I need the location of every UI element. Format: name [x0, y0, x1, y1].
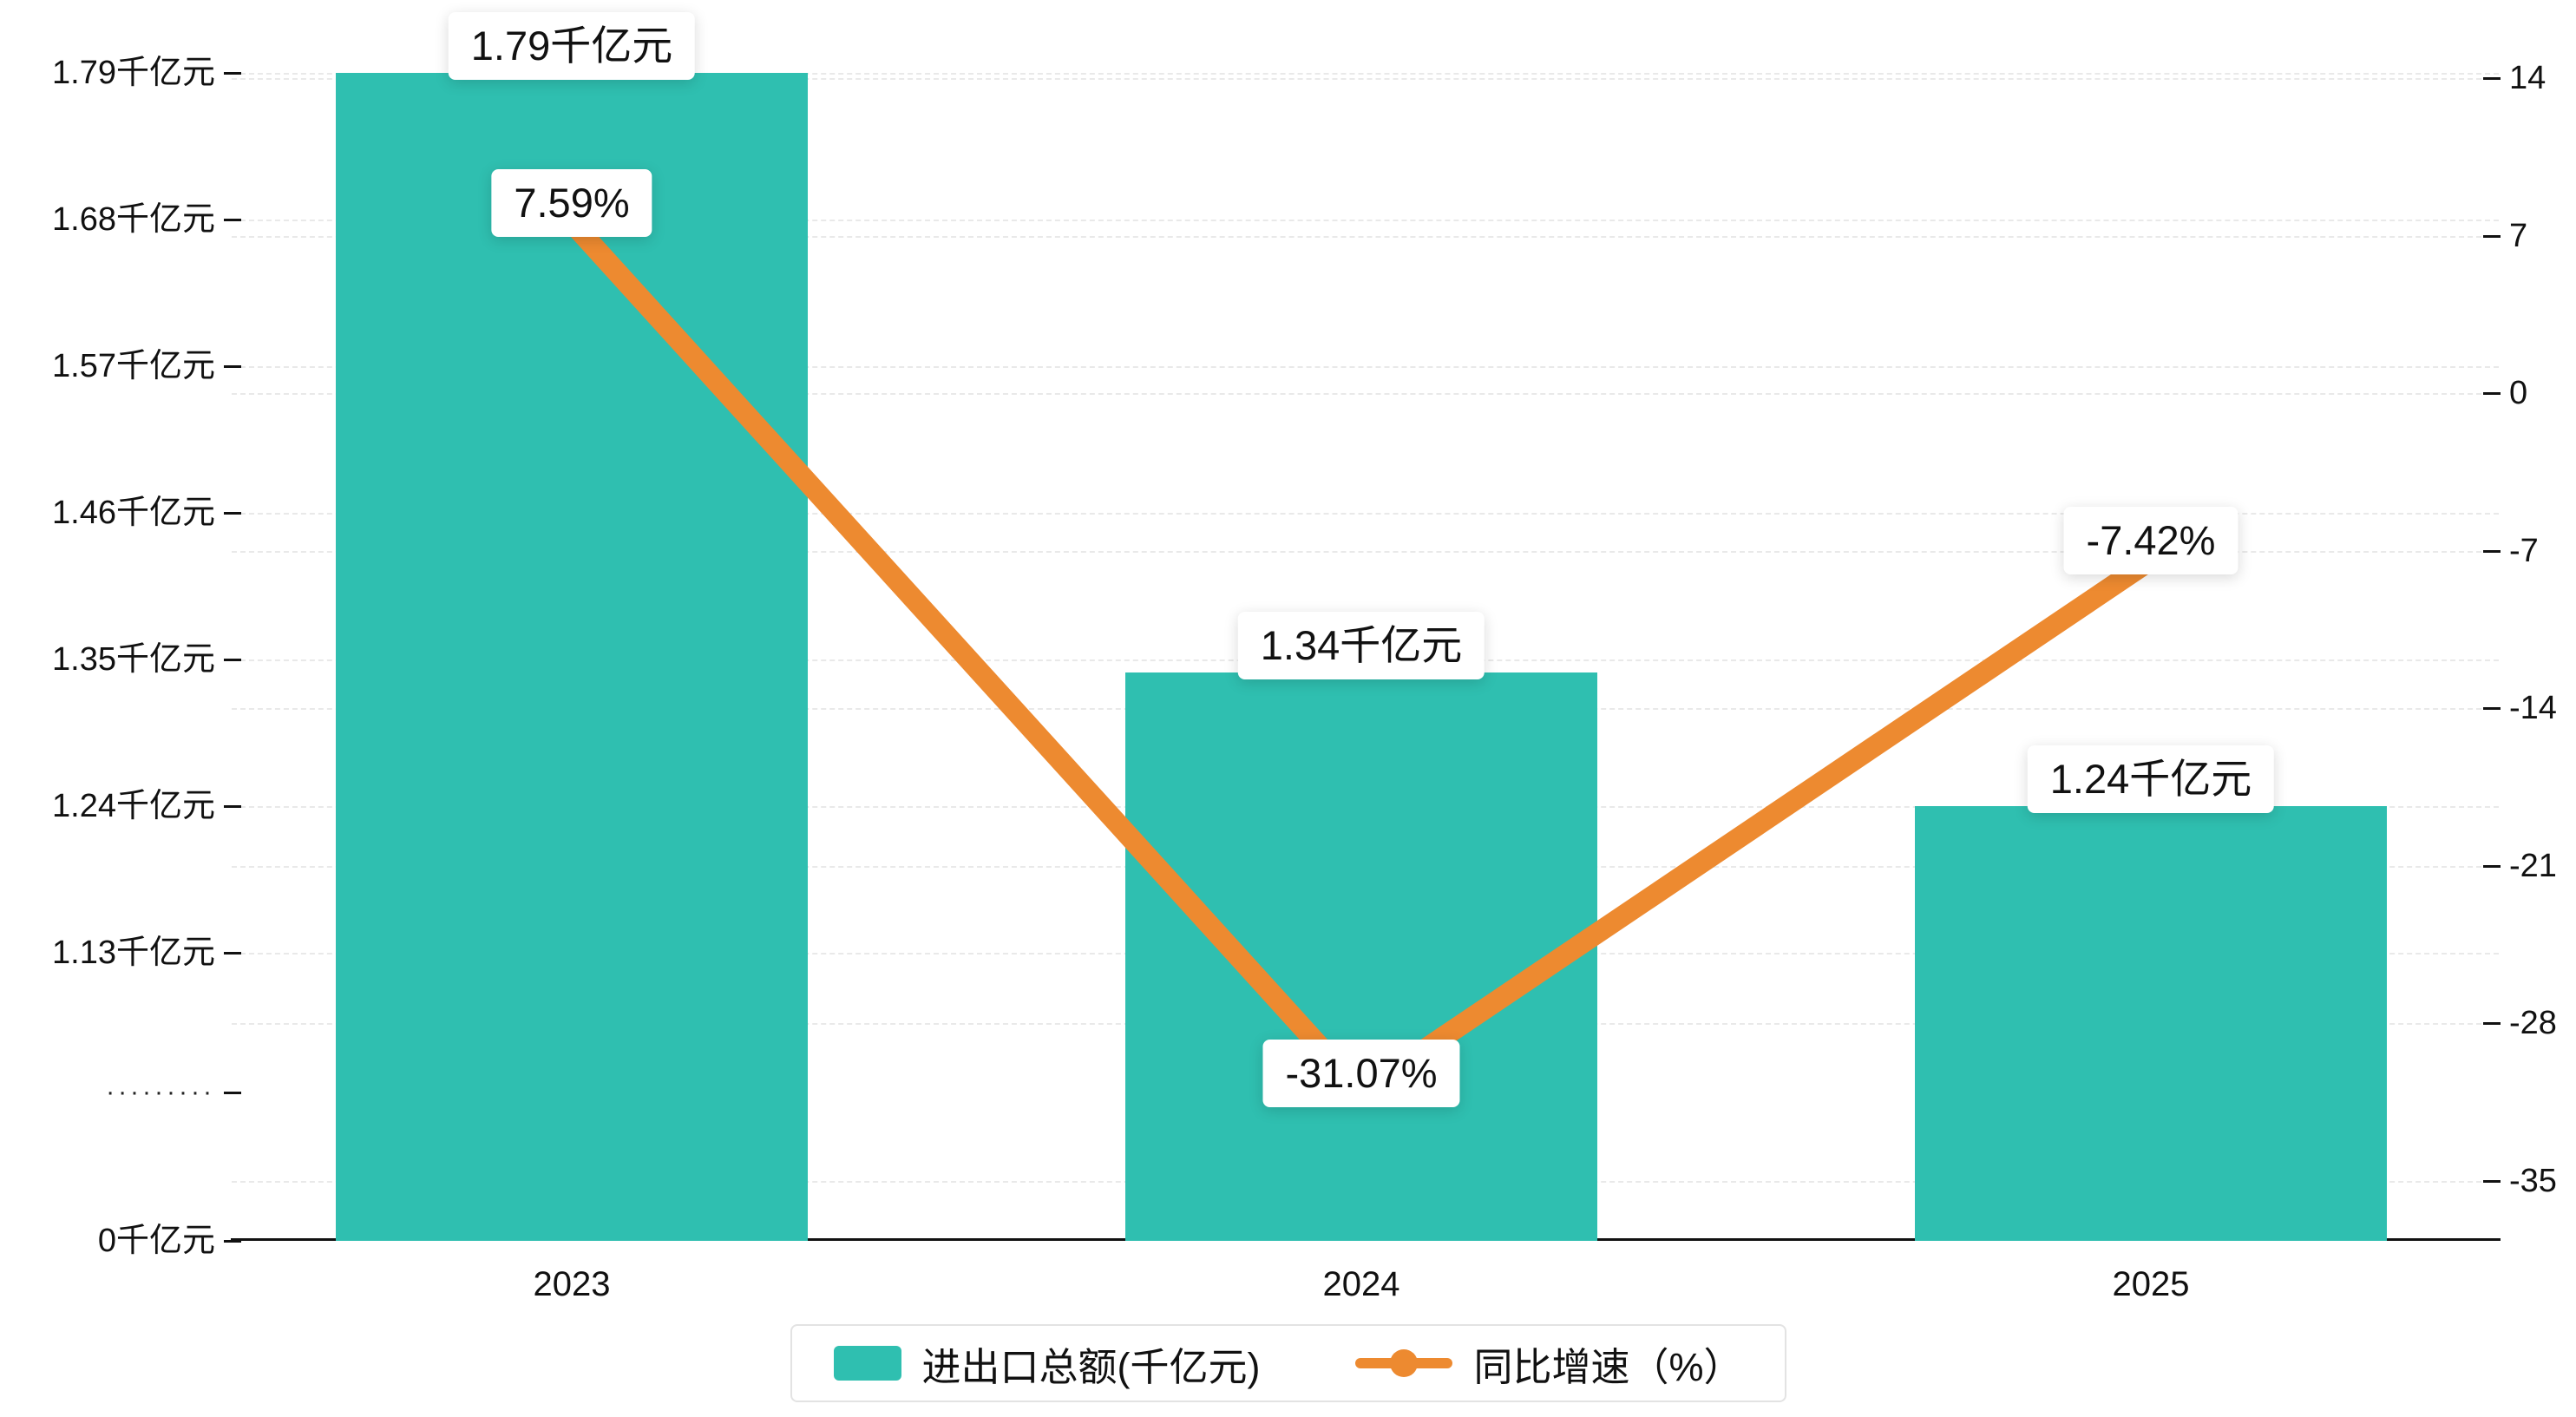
left-axis-tick	[224, 805, 241, 808]
x-axis-label-2023: 2023	[533, 1265, 611, 1303]
right-axis-tick-label: -28	[2509, 1005, 2557, 1042]
legend-item-line-series[interactable]: 同比增速（%）	[1355, 1335, 1743, 1392]
legend-label-line-series: 同比增速（%）	[1473, 1344, 1743, 1389]
bar-2023[interactable]	[336, 73, 808, 1241]
right-axis-tick	[2483, 1179, 2501, 1183]
left-axis-break-label: ·········	[106, 1078, 215, 1106]
left-axis-tick-label: 1.24千亿元	[52, 788, 215, 824]
gridline	[232, 78, 2499, 80]
bar-value-label: 1.34千亿元	[1237, 612, 1485, 680]
left-axis-tick	[224, 219, 241, 221]
left-axis-tick	[224, 1240, 241, 1243]
right-axis-tick-label: 14	[2509, 60, 2547, 96]
line-series-swatch	[1355, 1349, 1453, 1377]
gridline	[232, 393, 2499, 396]
right-axis-tick-label: -21	[2509, 847, 2557, 884]
left-axis-tick	[224, 952, 241, 955]
right-axis-tick	[2483, 392, 2501, 396]
bar-value-label: 1.79千亿元	[448, 11, 696, 80]
left-axis-tick-label: 1.68千亿元	[52, 201, 215, 238]
left-axis-tick	[224, 72, 241, 75]
gridline	[232, 513, 2499, 515]
gridline	[232, 73, 2499, 75]
gridline	[232, 220, 2499, 221]
right-axis-tick	[2483, 1022, 2501, 1026]
line-value-label: -31.07%	[1262, 1039, 1460, 1107]
right-axis-tick-label: -7	[2509, 532, 2539, 569]
left-axis-tick-label: 1.57千亿元	[52, 348, 215, 384]
x-axis-label-2025: 2025	[2112, 1265, 2190, 1303]
left-axis-tick	[224, 512, 241, 515]
legend: 进出口总额(千亿元) 同比增速（%）	[790, 1324, 1786, 1402]
right-axis-tick-label: -14	[2509, 690, 2557, 727]
left-axis-tick-label: 1.46千亿元	[52, 495, 215, 531]
line-value-label: 7.59%	[491, 169, 652, 238]
right-axis-tick	[2483, 864, 2501, 868]
right-axis-tick	[2483, 77, 2501, 80]
left-axis-tick-label: 1.13千亿元	[52, 935, 215, 971]
left-axis-tick	[224, 365, 241, 368]
gridline	[232, 550, 2499, 553]
right-axis-tick	[2483, 549, 2501, 553]
left-axis-tick-label: 1.79千亿元	[52, 55, 215, 91]
bar-2024[interactable]	[1125, 672, 1597, 1241]
right-axis-tick-label: 7	[2509, 217, 2528, 254]
left-axis-tick	[224, 659, 241, 661]
legend-label-bar-series: 进出口总额(千亿元)	[921, 1344, 1261, 1389]
right-axis-tick	[2483, 707, 2501, 711]
legend-item-bar-series[interactable]: 进出口总额(千亿元)	[833, 1335, 1261, 1392]
right-axis-tick-label: 0	[2509, 375, 2528, 412]
bar-2025[interactable]	[1915, 806, 2387, 1241]
line-value-label: -7.42%	[2063, 507, 2238, 575]
left-axis-tick	[224, 1092, 241, 1094]
gridline	[232, 366, 2499, 368]
bar-series-swatch	[833, 1346, 901, 1381]
gridline	[232, 235, 2499, 238]
right-axis-tick	[2483, 234, 2501, 238]
x-axis-label-2024: 2024	[1322, 1265, 1400, 1303]
right-axis-tick-label: -35	[2509, 1162, 2557, 1199]
line-marker-dot-icon	[1390, 1349, 1419, 1377]
bar-value-label: 1.24千亿元	[2027, 745, 2275, 813]
left-axis-tick-label: 1.35千亿元	[52, 641, 215, 678]
left-axis-tick-label: 0千亿元	[97, 1223, 215, 1259]
